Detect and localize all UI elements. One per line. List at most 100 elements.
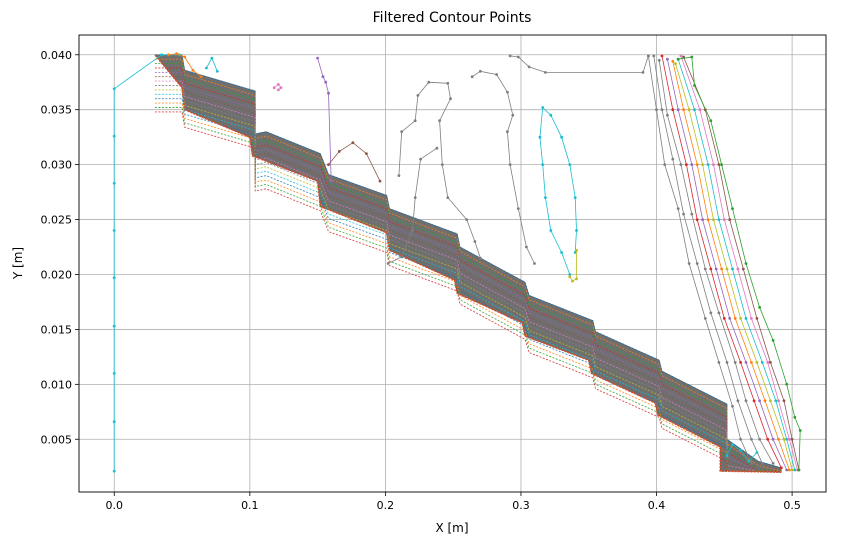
data-point [728,218,732,222]
data-point [400,255,404,259]
data-point [495,73,498,76]
data-point [276,88,280,92]
x-tick-label: 0.3 [512,499,530,512]
data-point [183,55,187,59]
data-point [112,87,116,91]
series [327,141,382,183]
series-line [387,147,438,264]
data-point [788,468,791,472]
series [272,83,283,92]
y-tick-label: 0.040 [41,49,73,62]
data-point [771,339,775,342]
data-point [525,245,528,249]
data-point [693,108,696,112]
data-point [750,361,753,364]
series-line [569,250,577,282]
data-point [739,448,742,452]
data-point [210,56,214,60]
data-point [575,248,578,252]
data-point [739,317,742,320]
data-point [793,415,797,419]
data-point [722,218,726,222]
series [647,54,753,465]
data-point [744,317,748,320]
y-tick-label: 0.015 [41,323,73,336]
data-point [676,108,680,112]
data-point [527,65,531,69]
series [660,54,783,470]
data-point [205,66,208,70]
data-point [709,267,713,271]
data-point [575,277,578,281]
data-point [544,71,547,74]
data-point [446,196,450,200]
series-line [683,56,800,471]
y-tick-label: 0.020 [41,268,73,281]
data-point [706,163,710,167]
data-point [660,54,664,58]
data-point [671,60,675,63]
data-point [750,317,753,320]
data-point [739,437,742,441]
data-point [541,163,545,167]
y-tick-label: 0.010 [41,378,73,391]
data-point [720,163,723,167]
series [676,57,797,472]
data-point [771,462,775,465]
data-point [774,399,778,403]
data-point [731,267,734,271]
data-point [782,399,786,403]
data-point [755,361,759,364]
data-point [744,361,748,364]
data-point [449,97,452,101]
data-point [641,71,645,74]
data-point [351,141,355,145]
data-point [516,55,520,59]
data-point [416,94,420,97]
data-point [544,196,547,200]
series [508,54,650,74]
data-point [413,119,417,123]
data-point [725,454,729,458]
data-point [573,196,577,200]
series-line [661,55,782,468]
data-point [687,262,691,265]
data-point [446,81,450,85]
y-tick-label: 0.030 [41,159,73,172]
data-point [750,437,753,441]
data-point [112,420,116,424]
data-point [755,317,759,320]
y-tick-label: 0.005 [41,433,73,446]
data-point [766,437,770,441]
data-point [760,361,764,364]
y-axis-label: Y [m] [11,247,25,280]
data-point [703,267,707,271]
data-point [695,163,699,167]
series [538,106,578,276]
series [316,56,333,183]
data-point [679,163,683,167]
data-point [541,106,545,109]
series [657,58,775,465]
data-point [568,275,572,279]
data-point [112,469,116,473]
x-tick-label: 0.1 [241,499,259,512]
axes-frame [78,34,827,493]
data-point [763,399,767,403]
data-point [473,240,477,243]
data-point [191,68,195,72]
data-point [731,443,734,447]
data-point [731,404,734,408]
data-point [690,212,694,216]
series [568,248,578,283]
data-point [771,437,775,441]
data-point [478,69,482,73]
data-point [690,55,694,59]
data-point [160,53,164,57]
data-point [736,267,740,271]
data-point [549,113,553,117]
data-point [400,130,404,134]
data-point [397,174,401,178]
data-point [272,86,276,90]
